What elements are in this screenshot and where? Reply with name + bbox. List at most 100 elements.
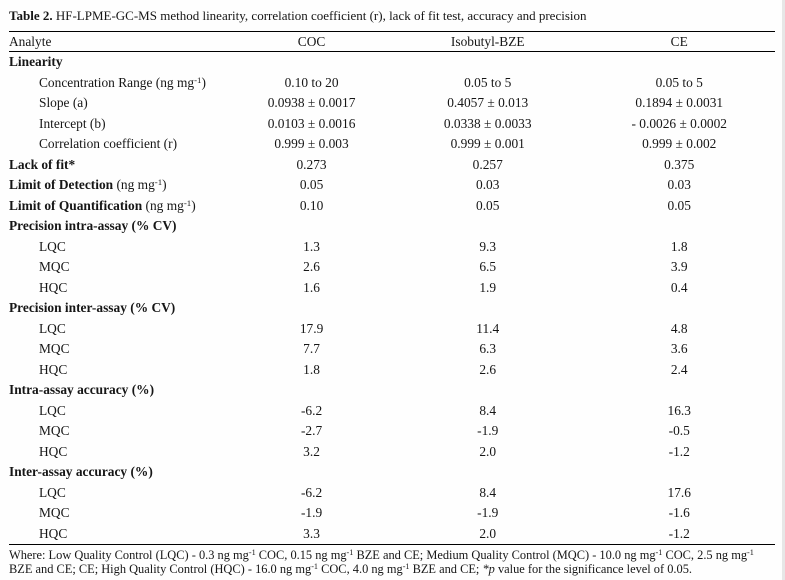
cell-ce	[583, 216, 775, 237]
row-label-text: HQC	[39, 361, 68, 377]
table-footnote: Where: Low Quality Control (LQC) - 0.3 n…	[9, 548, 775, 577]
row-label: LQC	[9, 401, 231, 422]
column-header-isobutyl-bze: Isobutyl-BZE	[391, 31, 584, 52]
table-row: Lack of fit* 0.273 0.257 0.375	[9, 155, 775, 176]
table-row: LQC 1.3 9.3 1.8	[9, 237, 775, 258]
cell-isobutyl-bze	[392, 216, 584, 237]
row-label: Intra-assay accuracy (%)	[9, 380, 231, 401]
superscript: -1	[311, 562, 318, 572]
row-label: MQC	[9, 339, 231, 360]
table-row: Precision inter-assay (% CV)	[9, 298, 775, 319]
row-label-text: MQC	[39, 259, 70, 275]
table-caption-text: HF-LPME-GC-MS method linearity, correlat…	[52, 8, 587, 23]
column-header-analyte: Analyte	[9, 31, 232, 52]
superscript: -1	[194, 74, 202, 85]
cell-isobutyl-bze: 6.3	[479, 341, 497, 357]
table-body: Linearity Concentration Range (ng mg-1) …	[9, 52, 775, 545]
cell-ce: 0.05 to 5	[655, 74, 703, 90]
cell-coc: -1.9	[300, 505, 323, 521]
cell-isobutyl-bze: -1.9	[477, 423, 499, 439]
row-label-text: LQC	[39, 320, 66, 336]
row-label-bold: Limit of Quantification	[9, 197, 143, 213]
row-label-bold: Lack of fit*	[9, 156, 76, 172]
row-label: MQC	[9, 257, 231, 278]
table-row: LQC -6.2 8.4 16.3	[9, 401, 775, 422]
superscript: -1	[346, 548, 354, 558]
row-label-bold: Inter-assay accuracy (%)	[9, 464, 153, 480]
row-label-text: MQC	[39, 505, 70, 521]
cell-coc: -6.2	[300, 484, 323, 500]
column-header-coc: COC	[231, 31, 392, 52]
cell-coc: 7.7	[303, 341, 320, 357]
cell-isobutyl-bze	[392, 380, 584, 401]
row-label-bold: Linearity	[9, 54, 63, 70]
cell-isobutyl-bze: 2.0	[479, 443, 497, 459]
table-caption: Table 2. HF-LPME-GC-MS method linearity,…	[9, 7, 775, 24]
cell-coc	[231, 462, 392, 483]
cell-ce	[583, 462, 775, 483]
table-row: Linearity	[9, 52, 775, 73]
cell-ce: 0.4	[670, 279, 688, 295]
table-row: MQC -2.7 -1.9 -0.5	[9, 421, 775, 442]
footnote-text: BZE and CE;	[409, 561, 483, 576]
row-label: MQC	[9, 421, 231, 442]
column-header-ce: CE	[583, 31, 775, 52]
cell-isobutyl-bze: 11.4	[476, 320, 500, 336]
row-label-text: HQC	[39, 443, 68, 459]
table-row: HQC 1.8 2.6 2.4	[9, 360, 775, 381]
row-label-text: (ng mg	[113, 177, 155, 193]
row-label-bold: Precision inter-assay (% CV)	[9, 300, 176, 316]
cell-ce: -1.2	[668, 443, 690, 459]
cell-coc: -6.2	[300, 402, 323, 418]
row-label-text: Correlation coefficient (r)	[39, 136, 178, 152]
row-label: Linearity	[9, 52, 231, 73]
data-table: Analyte COC Isobutyl-BZE CE Linearity Co…	[9, 31, 775, 545]
row-label: LQC	[9, 237, 231, 258]
row-label: Precision inter-assay (% CV)	[9, 298, 231, 319]
cell-coc: 0.999 ± 0.003	[274, 136, 349, 152]
cell-isobutyl-bze: 2.0	[391, 523, 584, 545]
cell-ce: - 0.0026 ± 0.0002	[631, 115, 727, 131]
cell-ce: -1.2	[583, 523, 775, 545]
cell-ce	[583, 298, 775, 319]
row-label: LQC	[9, 319, 231, 340]
row-label: Lack of fit*	[9, 155, 231, 176]
cell-isobutyl-bze: 9.3	[479, 238, 497, 254]
row-label: HQC	[9, 360, 231, 381]
row-label-close: )	[162, 177, 167, 193]
table-row: MQC 2.6 6.5 3.9	[9, 257, 775, 278]
table-row: Intercept (b) 0.0103 ± 0.0016 0.0338 ± 0…	[9, 114, 775, 135]
row-label-text: Slope (a)	[39, 95, 88, 111]
table-row: MQC -1.9 -1.9 -1.6	[9, 503, 775, 524]
row-label-text: HQC	[39, 525, 68, 541]
cell-isobutyl-bze: 2.6	[479, 361, 497, 377]
cell-ce: 2.4	[670, 361, 688, 377]
footnote-text: COC, 2.5 ng mg	[662, 548, 748, 562]
superscript: -1	[655, 548, 663, 558]
row-label-close: )	[201, 74, 206, 90]
cell-ce: 3.9	[670, 259, 688, 275]
row-label-text: LQC	[39, 238, 66, 254]
scan-page-edge	[782, 0, 785, 580]
cell-coc: 17.9	[299, 320, 324, 336]
row-label-close: )	[191, 197, 196, 213]
cell-ce: -1.6	[668, 505, 690, 521]
superscript: -1	[183, 197, 192, 208]
cell-ce: 1.8	[670, 238, 688, 254]
cell-isobutyl-bze: -1.9	[477, 505, 499, 521]
table-row: Intra-assay accuracy (%)	[9, 380, 775, 401]
cell-isobutyl-bze: 0.257	[472, 156, 503, 172]
cell-ce: -0.5	[668, 423, 690, 439]
cell-isobutyl-bze: 0.05 to 5	[464, 74, 512, 90]
cell-isobutyl-bze	[392, 52, 584, 73]
cell-ce: 0.03	[667, 177, 691, 193]
row-label-text: LQC	[39, 402, 66, 418]
cell-coc: 0.05	[299, 177, 324, 193]
table-row: LQC 17.9 11.4 4.8	[9, 319, 775, 340]
cell-coc: 0.0103 ± 0.0016	[267, 115, 356, 131]
cell-isobutyl-bze: 6.5	[479, 259, 497, 275]
table-row: LQC -6.2 8.4 17.6	[9, 483, 775, 504]
footnote-text: COC, 4.0 ng mg	[318, 561, 403, 576]
footnote-text: Where: Low Quality Control (LQC) - 0.3 n…	[9, 548, 249, 562]
